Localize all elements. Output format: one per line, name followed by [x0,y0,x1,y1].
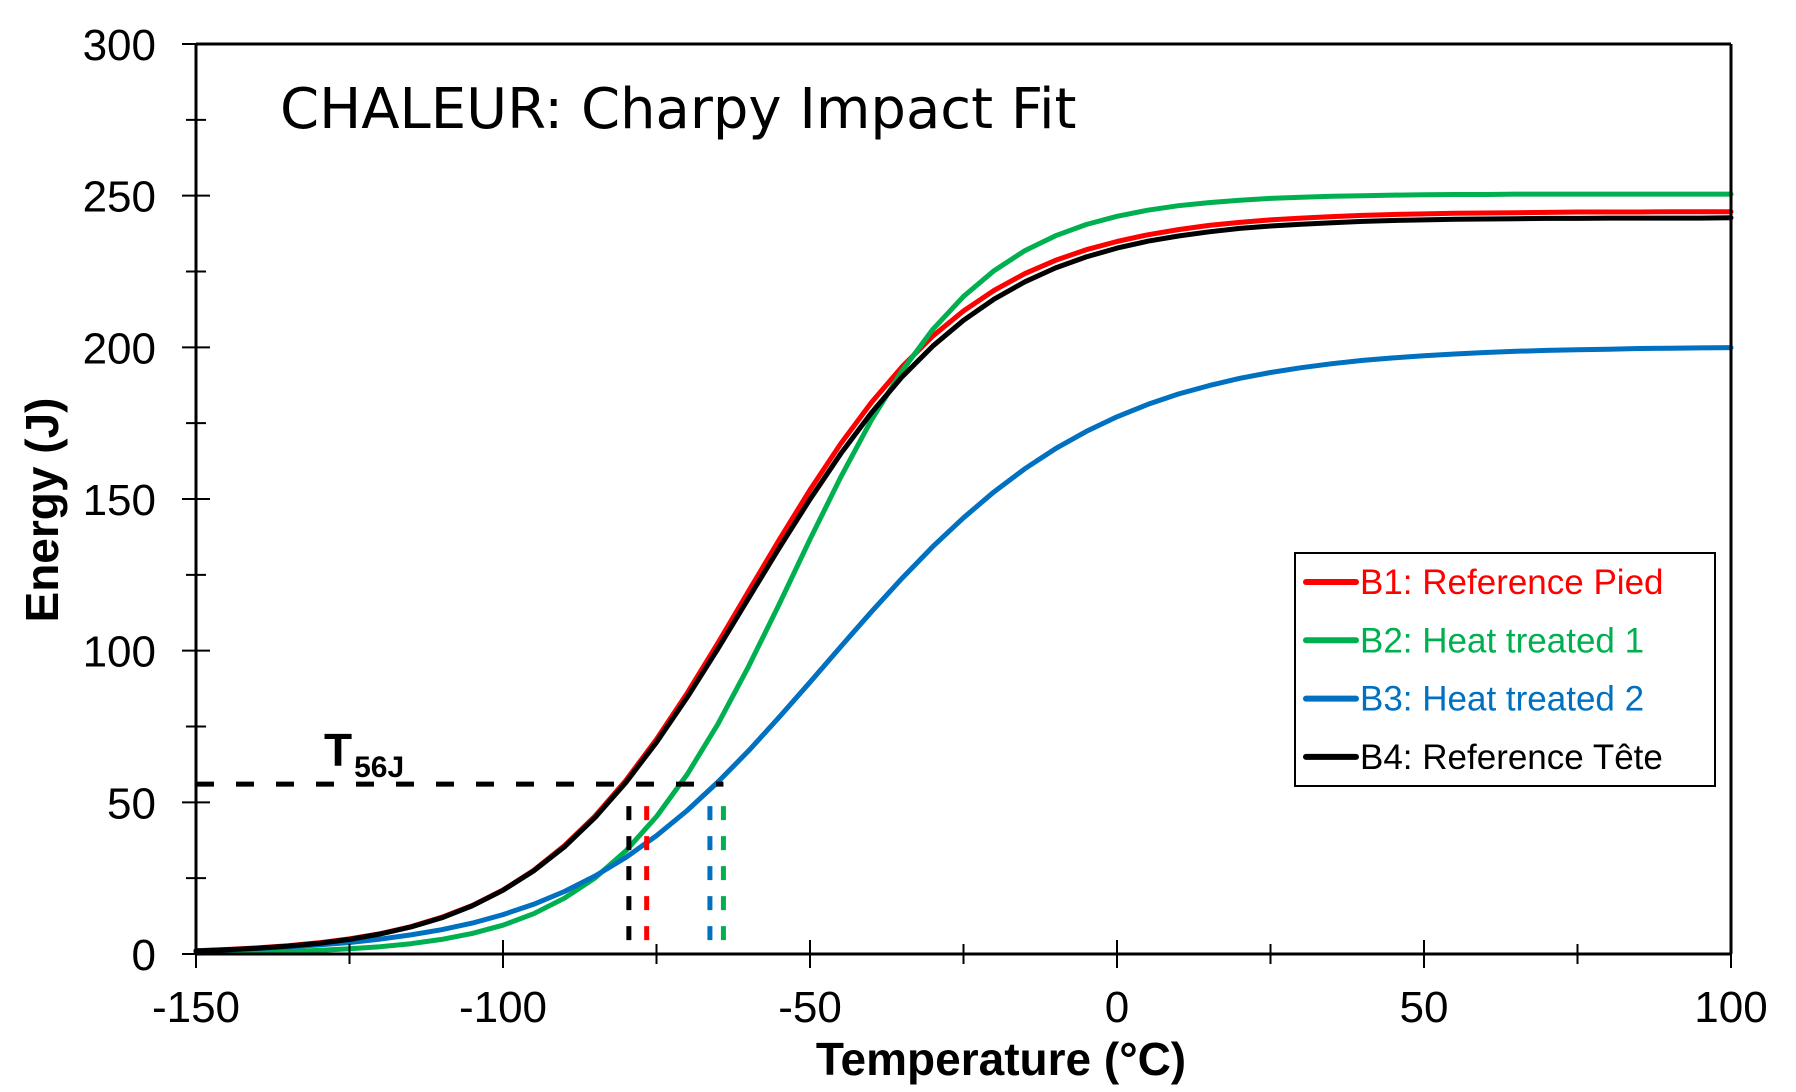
legend-label: B3: Heat treated 2 [1360,680,1644,719]
legend-label: B2: Heat treated 1 [1360,621,1644,660]
x-tick-label: 50 [1400,983,1449,1032]
series-line-b2 [193,191,1734,956]
chart-title: CHALEUR: Charpy Impact Fit [280,77,1077,142]
series-line-b4 [193,215,1734,954]
y-axis-title: Energy (J) [16,398,68,623]
x-axis-title: Temperature (°C) [816,1033,1186,1085]
t56j-label: T56J [324,724,404,784]
y-ticks: 0 50 100 150 200 250 300 [83,21,210,980]
y-tick-label: 100 [83,628,156,677]
x-tick-label: -150 [152,983,240,1032]
y-tick-label: 150 [83,476,156,525]
y-tick-label: 0 [132,931,156,980]
series-line-b3 [193,345,1734,954]
legend-label: B4: Reference Tête [1360,738,1663,777]
legend-label: B1: Reference Pied [1360,563,1664,602]
x-ticks: -150 -100 -50 0 50 100 [152,940,1768,1032]
legend-box [1294,552,1716,787]
x-tick-label: -100 [459,983,547,1032]
x-tick-label: 0 [1105,983,1129,1032]
t56j-label-main: T [324,724,352,776]
t56j-dashed-lines [196,781,726,952]
y-tick-label: 250 [83,173,156,222]
x-tick-label: -50 [778,983,842,1032]
x-tick-label: 100 [1694,983,1767,1032]
y-tick-label: 200 [83,324,156,373]
y-tick-label: 50 [107,779,156,828]
y-tick-label: 300 [83,21,156,70]
t56j-label-sub: 56J [354,751,404,784]
series-lines [193,191,1734,956]
legend: B1: Reference Pied B2: Heat treated 1 B3: … [1294,552,1716,787]
